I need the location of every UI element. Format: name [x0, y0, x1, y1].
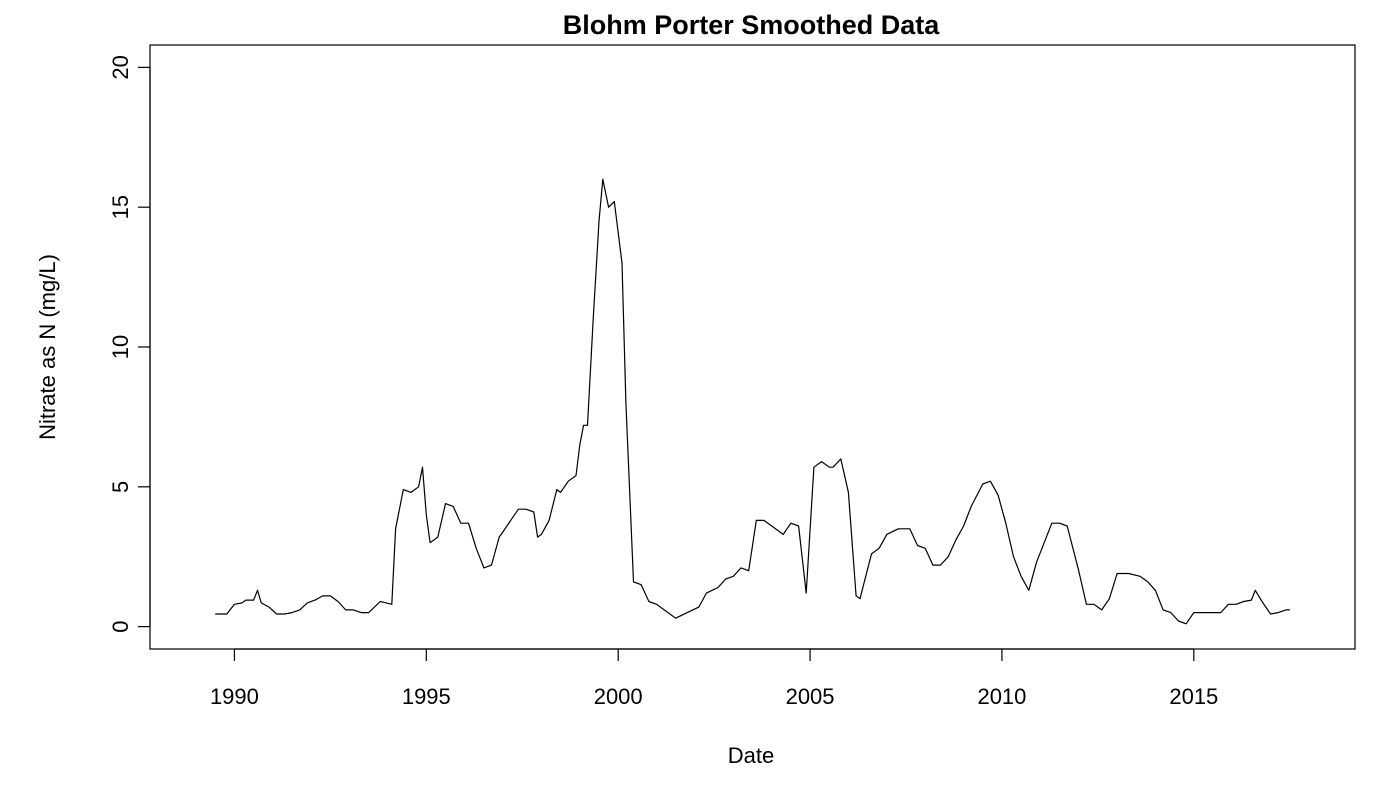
y-tick-label: 0	[108, 621, 133, 633]
x-axis: 1990 1995 2000 2005 2010 2015	[210, 648, 1218, 709]
x-tick-label: 2000	[594, 684, 643, 709]
y-axis-label: Nitrate as N (mg/L)	[35, 254, 60, 440]
plot-frame	[149, 44, 1356, 650]
x-tick-label: 1990	[210, 684, 259, 709]
y-tick-label: 5	[108, 481, 133, 493]
x-tick-label: 2010	[977, 684, 1026, 709]
x-tick-label: 2005	[786, 684, 835, 709]
y-axis: 0 5 10 15 20	[108, 55, 151, 633]
y-tick-label: 10	[108, 335, 133, 359]
y-tick-label: 20	[108, 55, 133, 79]
chart-title: Blohm Porter Smoothed Data	[563, 10, 941, 40]
series-line-nitrate	[215, 178, 1290, 625]
y-tick-label: 15	[108, 195, 133, 219]
x-tick-label: 2015	[1169, 684, 1218, 709]
x-tick-label: 1995	[402, 684, 451, 709]
x-axis-label: Date	[728, 743, 774, 768]
